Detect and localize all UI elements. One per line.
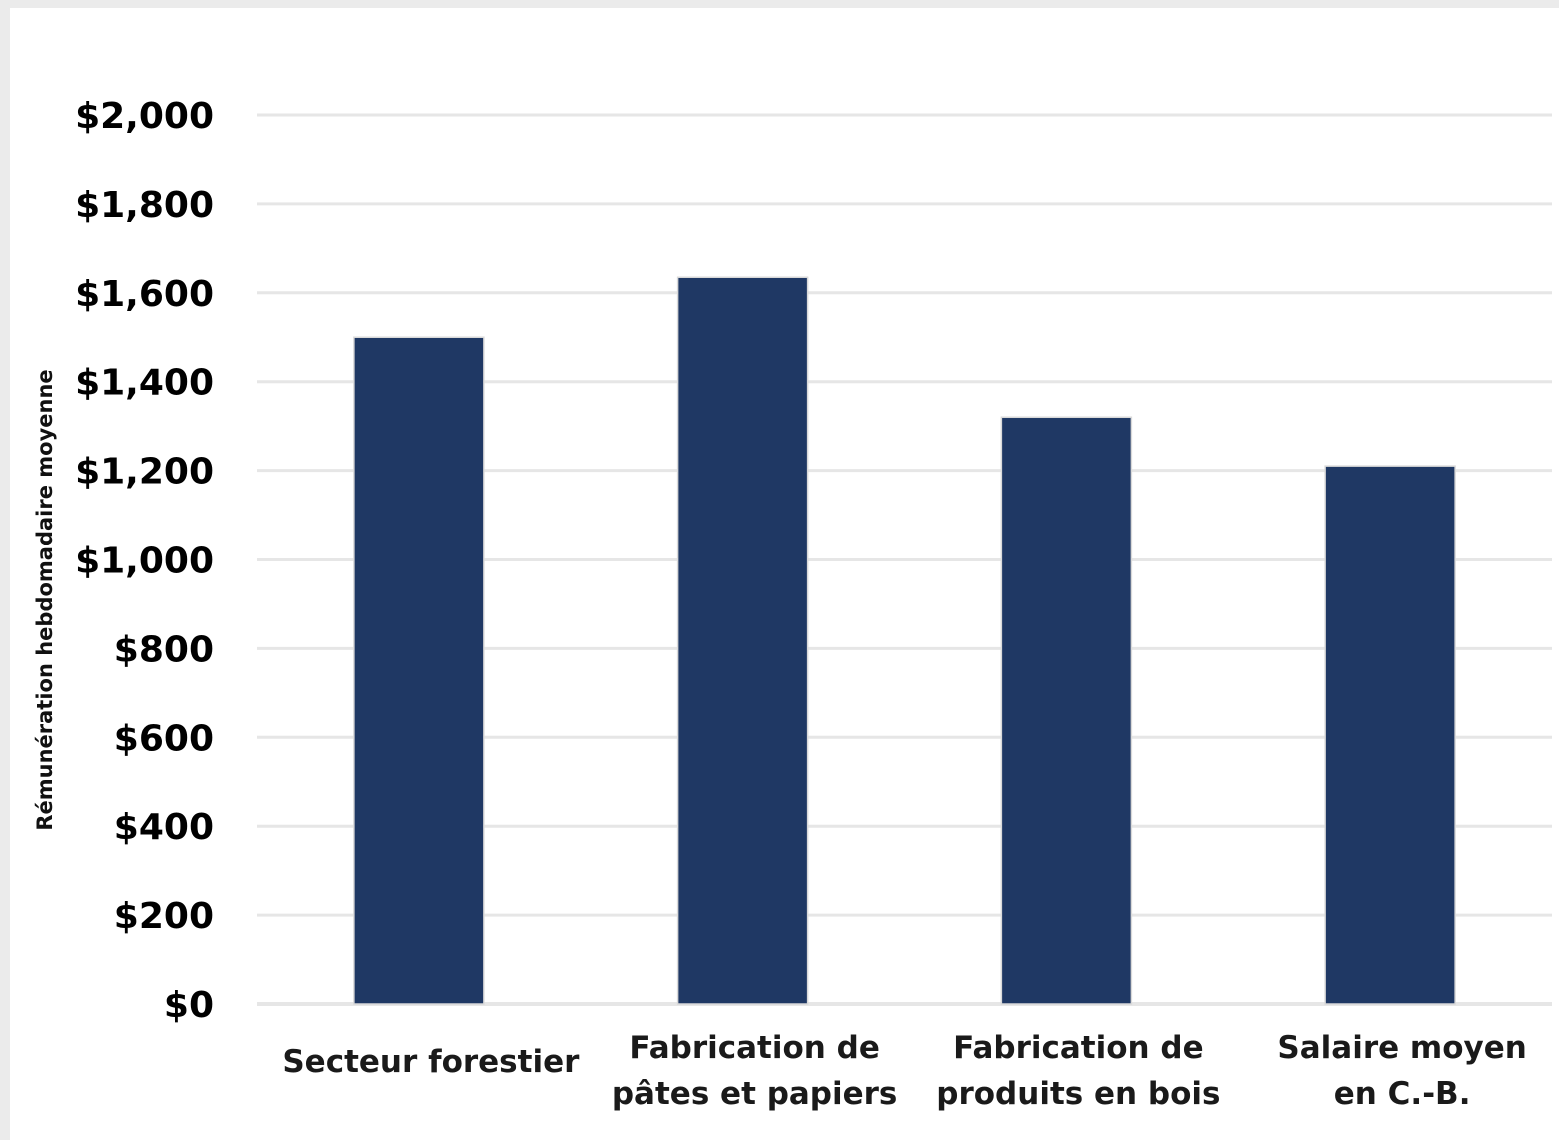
x-category-label: Salaire moyen en C.-B. (1277, 1030, 1526, 1112)
x-category-label-line: produits en bois (936, 1076, 1220, 1112)
y-tick-label: $2,000 (75, 96, 214, 137)
y-tick-label: $0 (164, 985, 214, 1026)
bar (1324, 465, 1456, 1005)
x-category-label: Secteur forestier (282, 1044, 580, 1080)
x-category-label-line: Secteur forestier (282, 1044, 580, 1080)
y-axis-ticks: $0 $200 $400 $600 $800 $1,000 $1,200 $1,400 $1,6… (75, 96, 214, 1026)
x-category-label-line: Fabrication de (953, 1030, 1204, 1066)
bar (676, 276, 809, 1005)
y-tick-label: $1,800 (75, 185, 214, 226)
y-tick-label: $400 (114, 807, 214, 848)
bar-chart: $0 $200 $400 $600 $800 $1,000 $1,200 $1,400 $1,6… (33, 96, 1552, 1112)
y-tick-label: $800 (114, 629, 214, 670)
y-tick-label: $1,600 (75, 274, 214, 315)
bar (1000, 416, 1133, 1005)
y-tick-label: $200 (114, 896, 214, 937)
bars (353, 276, 1456, 1005)
bar (353, 336, 485, 1005)
x-category-label-line: pâtes et papiers (612, 1076, 898, 1112)
x-category-label-line: Salaire moyen (1277, 1030, 1526, 1066)
x-category-label-line: en C.-B. (1334, 1076, 1471, 1112)
y-tick-label: $1,200 (75, 452, 214, 493)
y-tick-label: $600 (114, 718, 214, 759)
x-category-label: Fabrication de produits en bois (936, 1030, 1220, 1112)
y-tick-label: $1,000 (75, 541, 214, 582)
y-tick-label: $1,400 (75, 363, 214, 404)
x-category-label-line: Fabrication de (629, 1030, 880, 1066)
x-category-label: Fabrication de pâtes et papiers (612, 1030, 898, 1112)
x-axis-categories: Secteur forestier Fabrication de pâtes et … (282, 1030, 1526, 1112)
y-axis-title: Rémunération hebdomadaire moyenne (33, 369, 57, 830)
